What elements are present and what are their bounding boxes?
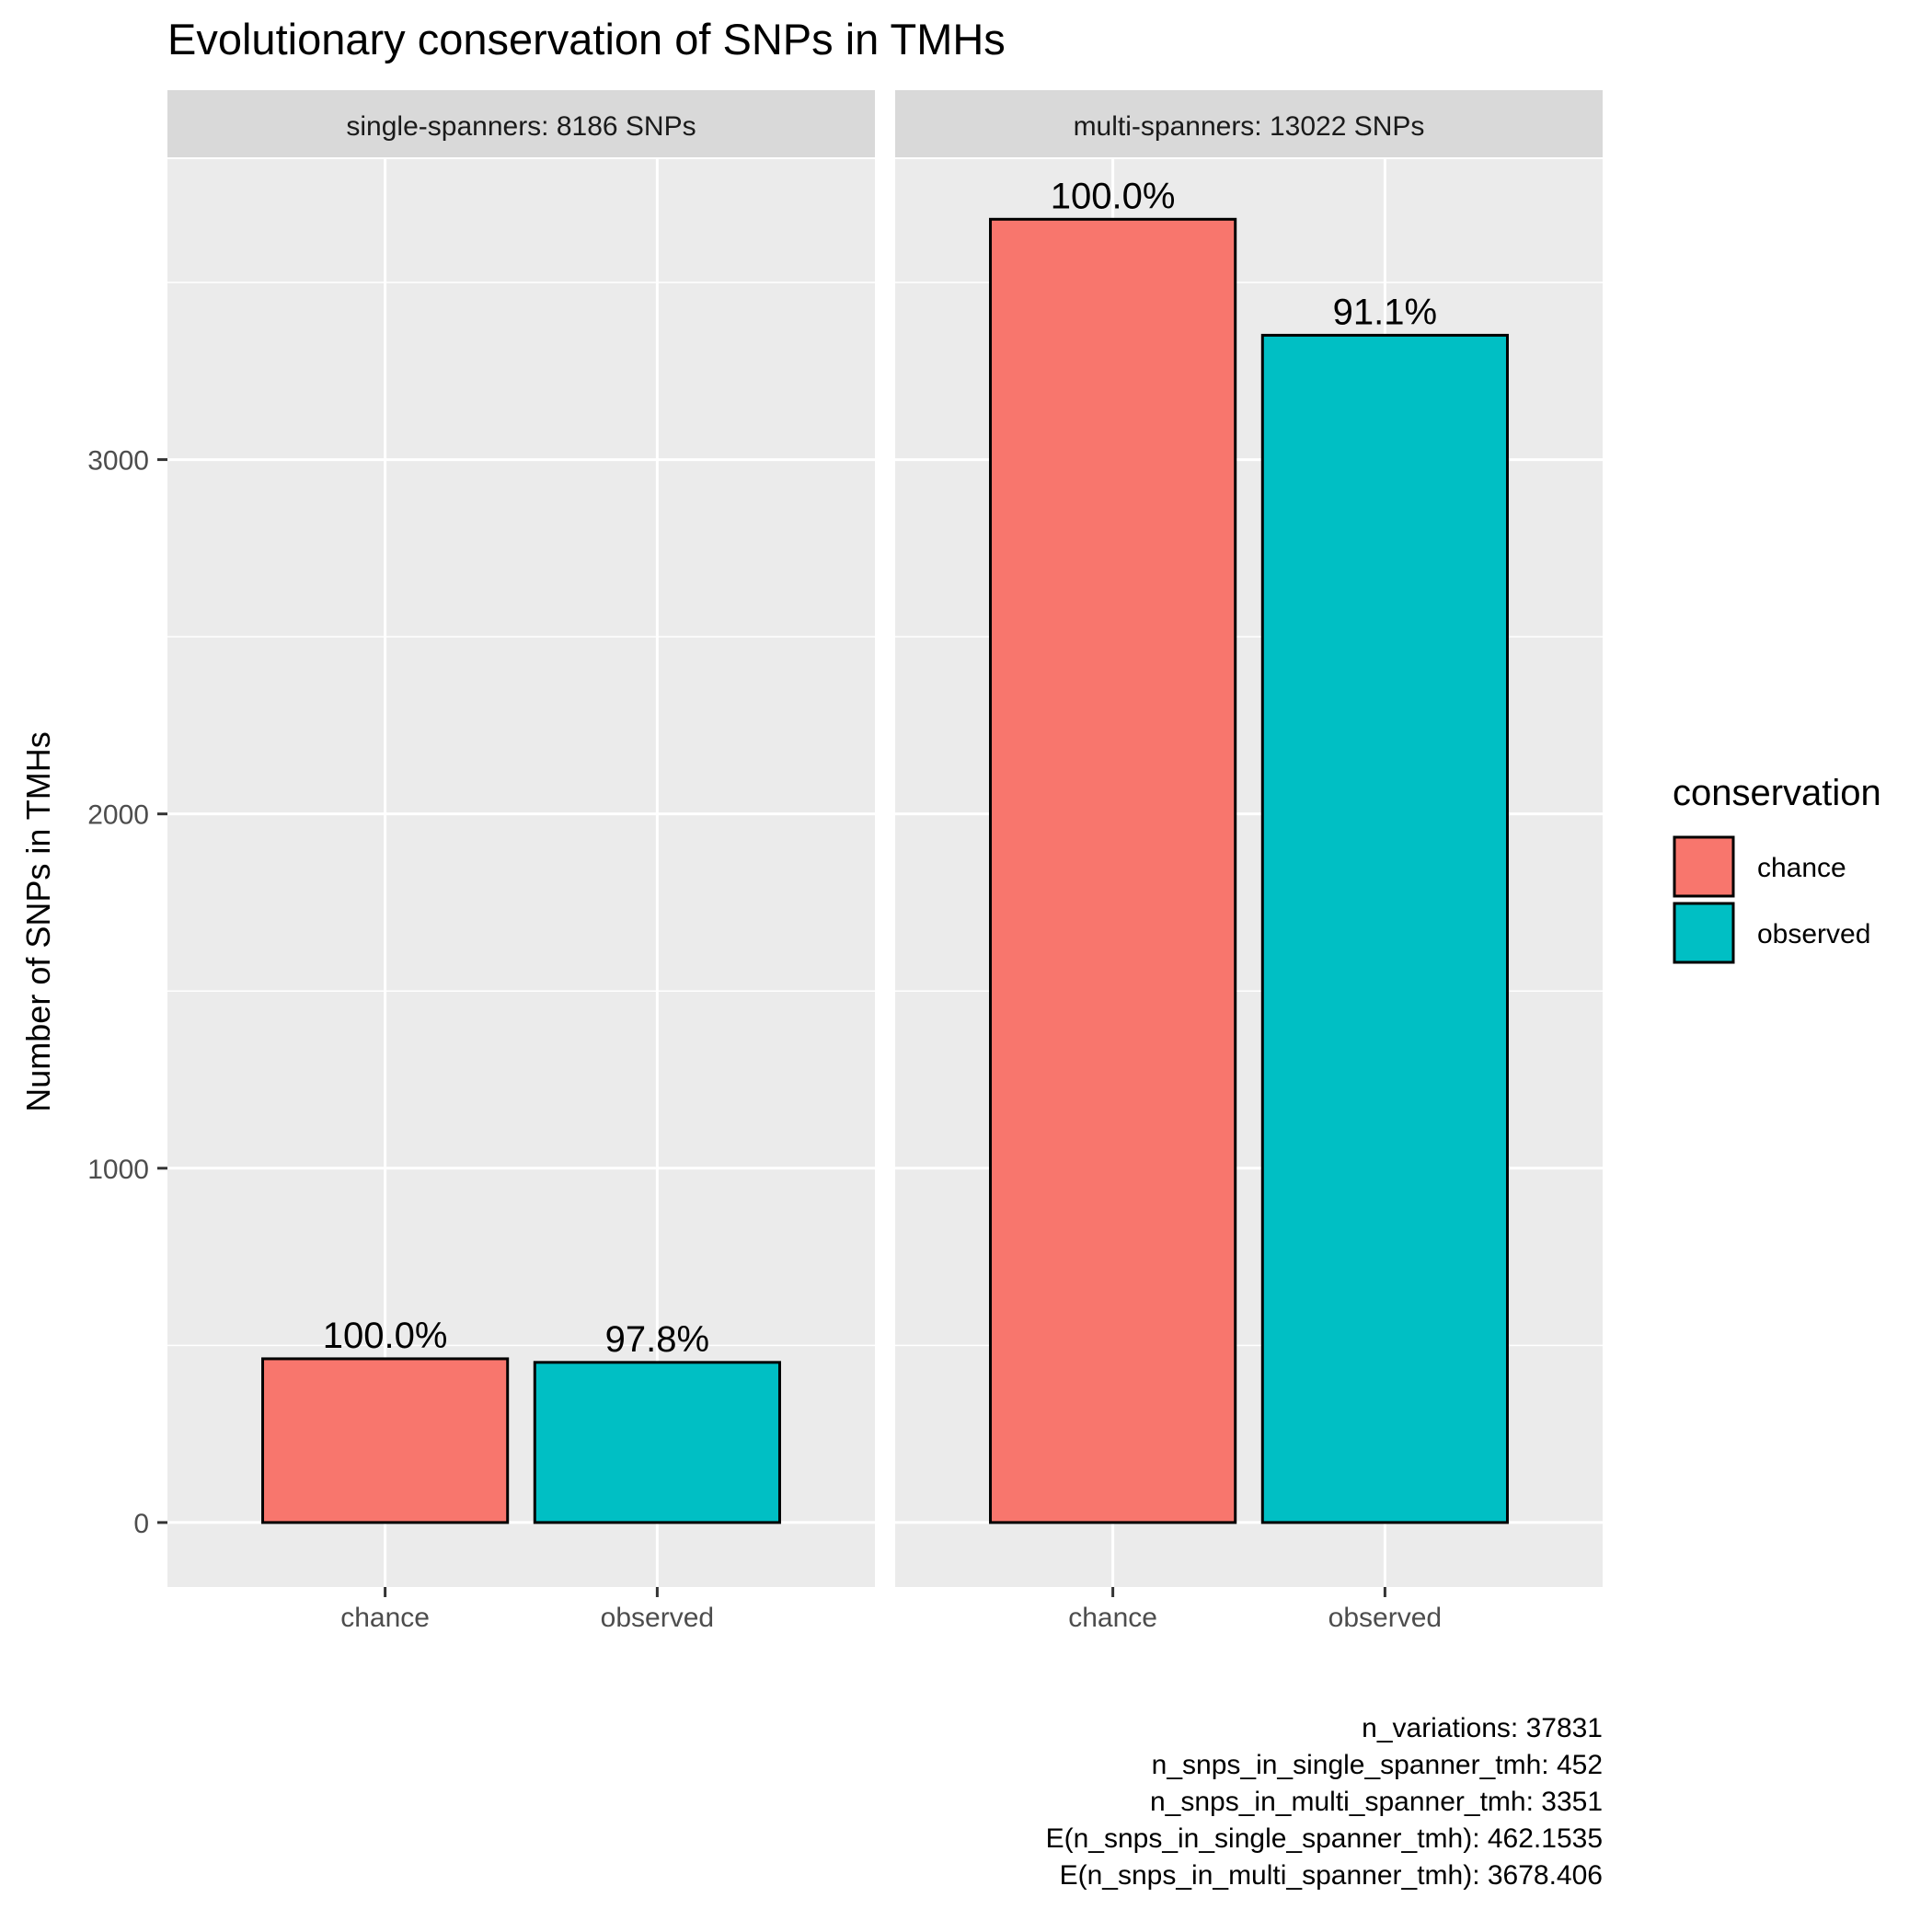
x-tick-label: observed <box>601 1603 714 1633</box>
plot-panel <box>167 159 875 1587</box>
caption-line: n_snps_in_single_spanner_tmh: 452 <box>1152 1750 1603 1780</box>
bar-data-label: 100.0% <box>1051 176 1176 216</box>
legend-key-observed <box>1673 902 1735 964</box>
x-tick-label: chance <box>1068 1603 1157 1633</box>
y-axis-label: Number of SNPs in TMHs <box>19 731 57 1111</box>
legend-title: conservation <box>1673 773 1881 813</box>
bar-data-label: 91.1% <box>1333 292 1437 332</box>
chart-title: Evolutionary conservation of SNPs in TMH… <box>167 15 1006 63</box>
legend-label-chance: chance <box>1757 853 1846 883</box>
facet-panel-2: multi-spanners: 13022 SNPs 100.0% chance 91… <box>895 90 1603 1633</box>
facet-strip-label: single-spanners: 8186 SNPs <box>346 111 696 142</box>
y-tick-label: 2000 <box>87 800 149 831</box>
caption-line: n_variations: 37831 <box>1362 1713 1603 1743</box>
legend-label-observed: observed <box>1757 919 1870 949</box>
bar-chance <box>989 217 1237 1524</box>
caption-line: E(n_snps_in_single_spanner_tmh): 462.153… <box>1046 1823 1603 1854</box>
bar-observed <box>1260 333 1509 1524</box>
caption-line: n_snps_in_multi_spanner_tmh: 3351 <box>1150 1787 1603 1817</box>
y-tick-label: 3000 <box>87 446 149 477</box>
facet-strip <box>167 90 875 157</box>
facet-strip <box>895 90 1603 157</box>
y-tick-label: 0 <box>133 1509 149 1539</box>
bar-observed <box>533 1361 781 1524</box>
x-tick-label: observed <box>1328 1603 1442 1633</box>
facet-panel-1: single-spanners: 8186 SNPs 100.0% chance 97… <box>167 90 875 1633</box>
bar-chance <box>261 1357 510 1524</box>
bar-data-label: 100.0% <box>323 1316 448 1356</box>
x-tick-label: chance <box>340 1603 430 1633</box>
facet-strip-label: multi-spanners: 13022 SNPs <box>1074 111 1425 142</box>
legend-key-chance <box>1673 835 1735 898</box>
bar-data-label: 97.8% <box>605 1319 709 1360</box>
y-tick-label: 1000 <box>87 1155 149 1185</box>
caption-line: E(n_snps_in_multi_spanner_tmh): 3678.406 <box>1060 1860 1603 1891</box>
